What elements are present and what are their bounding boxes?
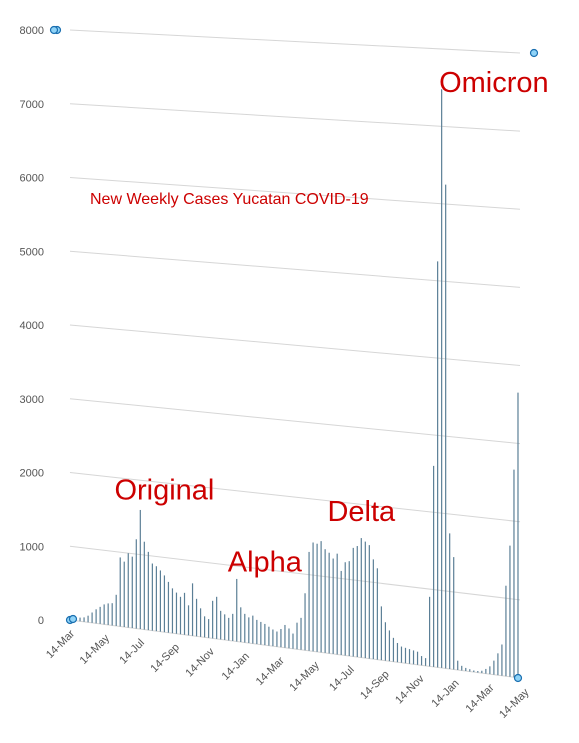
gridline [69,472,521,523]
gridline [69,619,521,679]
y-tick-label: 8000 [20,25,44,37]
y-tick-label: 6000 [20,173,44,185]
wave-annotation: Alpha [228,547,303,579]
x-tick-label: 14-May [497,686,532,721]
wave-annotation: Original [114,474,214,506]
x-tick-label: 14-Jul [117,637,147,667]
x-tick-label: 14-May [287,659,322,694]
y-axis-ticks: 0 1000 2000 3000 4000 5000 6000 7000 8000 [20,25,44,627]
x-tick-label: 14-Sep [358,668,392,702]
gridline [69,398,521,445]
gridline [69,103,521,132]
y-tick-label: 4000 [20,320,44,332]
chart-title: New Weekly Cases Yucatan COVID-19 [90,191,369,208]
y-tick-label: 5000 [20,246,44,258]
gridline [69,250,521,288]
x-tick-label: 14-May [78,632,113,667]
gridline [69,177,521,210]
resize-handle [68,614,78,624]
y-tick-label: 1000 [20,541,44,553]
x-tick-label: 14-Jul [327,664,357,694]
annotations: OriginalAlphaDeltaOmicronBA2+ [114,67,549,579]
y-tick-label: 0 [38,615,44,627]
resize-handle [513,673,523,683]
resize-handles [49,25,539,683]
resize-handle [49,25,59,35]
x-tick-label: 14-Sep [148,641,182,675]
wave-annotation: Omicron [439,67,549,99]
x-tick-label: 14-Nov [393,673,427,707]
x-tick-label: 14-Mar [463,682,496,715]
x-tick-label: 14-Jan [220,650,252,682]
y-tick-label: 3000 [20,394,44,406]
x-tick-label: 14-Mar [44,628,77,661]
x-axis-ticks: 14-Mar 14-May 14-Jul 14-Sep 14-Nov 14-Jan 14-M… [44,628,532,721]
gridlines [69,29,521,679]
y-tick-label: 2000 [20,468,44,480]
x-tick-label: 14-Mar [254,655,287,688]
resize-handle [529,48,539,58]
gridline [69,29,521,54]
gridline [69,545,521,601]
x-tick-label: 14-Jan [429,677,461,709]
gridline [69,324,521,366]
x-tick-label: 14-Nov [183,646,217,680]
y-tick-label: 7000 [20,99,44,111]
bars [71,89,519,678]
wave-annotation: Delta [327,496,396,528]
